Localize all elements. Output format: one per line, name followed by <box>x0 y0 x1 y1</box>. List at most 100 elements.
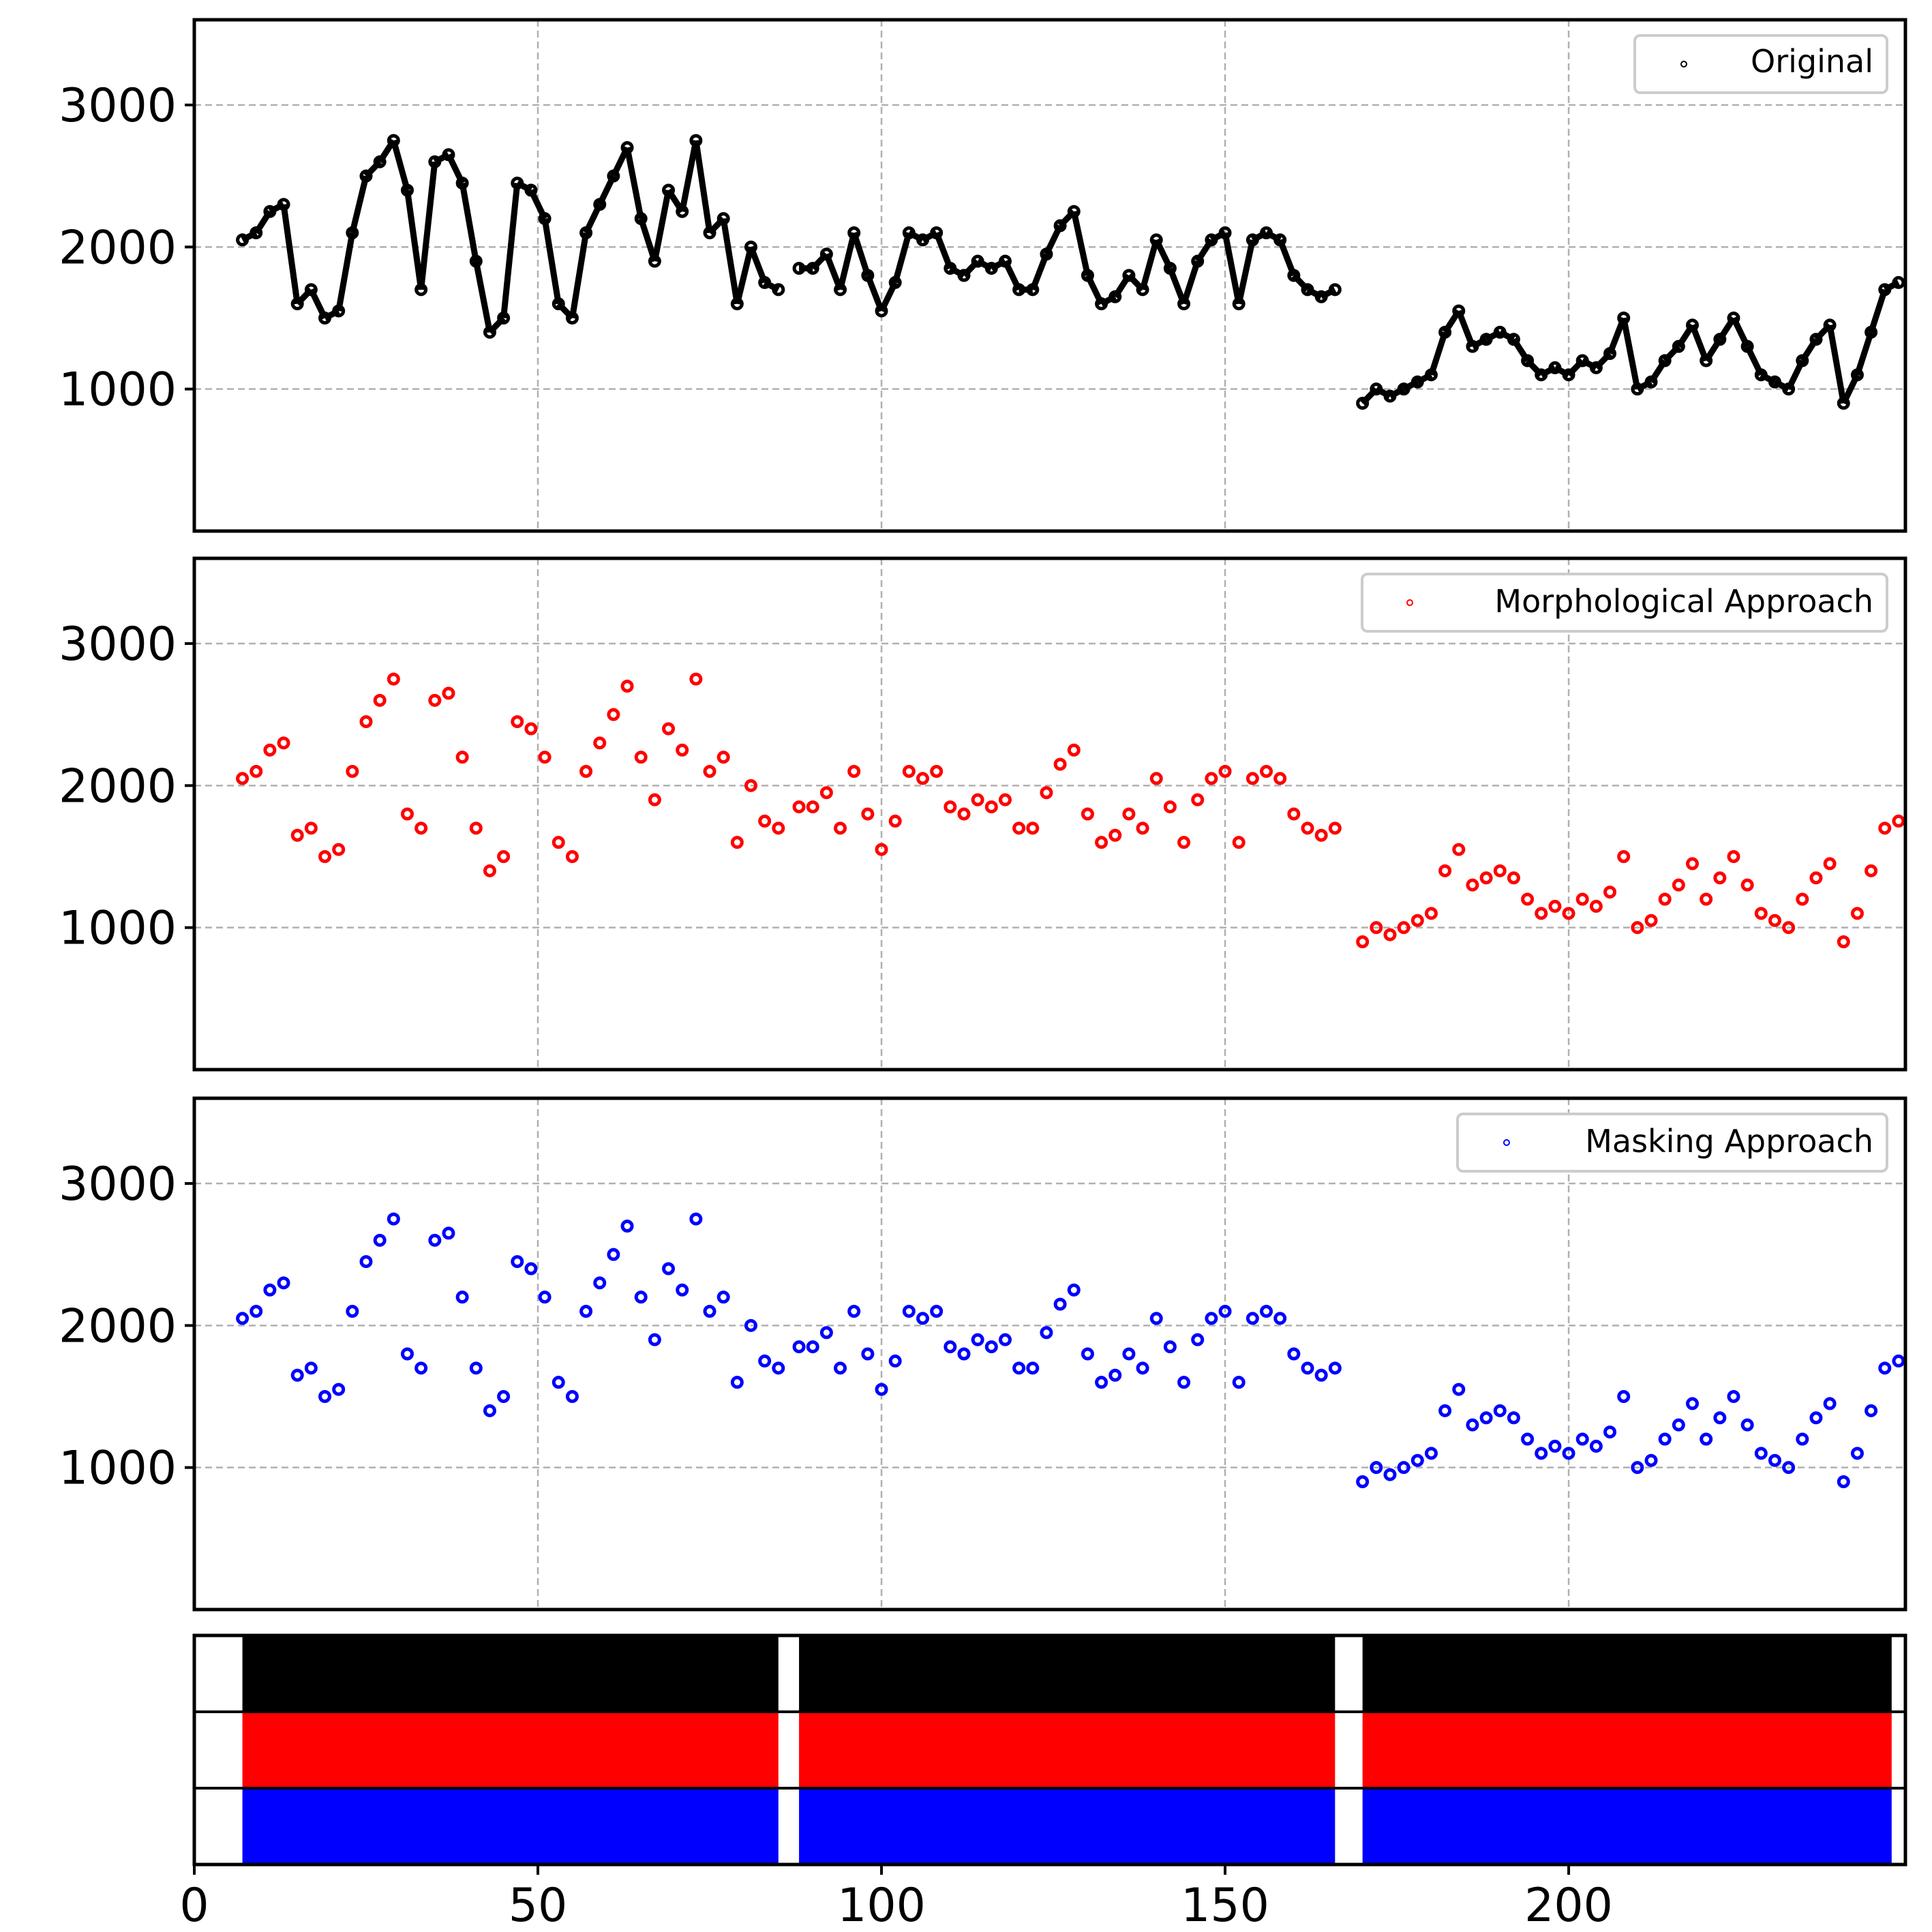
data-point <box>1383 928 1397 941</box>
trace-segment <box>1635 379 1653 392</box>
data-point <box>1740 1418 1754 1432</box>
data-point <box>277 736 290 750</box>
raster-frame <box>192 1633 1907 1867</box>
y-tick-label: 1000 <box>59 1442 177 1496</box>
trace-segment <box>1181 260 1201 305</box>
plot-frame <box>192 18 1907 533</box>
trace-segment <box>748 245 768 284</box>
data-point <box>1397 1461 1410 1475</box>
data-point <box>1562 1447 1575 1460</box>
data-point <box>1672 1418 1685 1432</box>
trace-segment <box>837 232 858 290</box>
data-point <box>744 779 758 792</box>
data-point <box>888 1354 902 1368</box>
trace-segment <box>651 190 671 262</box>
trace-segment <box>583 202 603 235</box>
trace-segment <box>878 281 899 313</box>
event-band <box>799 1788 1335 1865</box>
trace-segment <box>1167 267 1187 305</box>
trace-segment <box>335 232 356 312</box>
raster-rows <box>242 1635 1892 1865</box>
data-point <box>1314 1368 1328 1382</box>
data-point <box>277 1276 290 1290</box>
data-point <box>1122 1347 1136 1361</box>
data-point <box>744 1318 758 1332</box>
trace-segment <box>734 246 754 305</box>
trace-segment <box>1620 317 1641 390</box>
data-point <box>1658 892 1672 906</box>
data-point <box>1081 1347 1094 1361</box>
data-point <box>1768 1453 1781 1467</box>
data-point <box>607 708 620 721</box>
data-point <box>662 722 676 736</box>
trace-segment <box>1511 337 1530 363</box>
trace-segment <box>404 190 425 290</box>
trace-segment <box>1265 230 1282 243</box>
data-point <box>250 1305 263 1318</box>
trace-segment <box>1277 239 1297 277</box>
data-point <box>957 1347 971 1361</box>
data-point <box>1700 892 1713 906</box>
x-tick-label: 200 <box>1524 1879 1613 1932</box>
trace-segment <box>253 209 273 235</box>
data-point <box>1424 1447 1438 1460</box>
data-point <box>1603 886 1617 899</box>
data-point <box>930 765 944 778</box>
x-tick-label: 0 <box>179 1879 209 1932</box>
data-point <box>902 765 916 778</box>
legend-label: Masking Approach <box>1585 1123 1873 1160</box>
data-point <box>1823 857 1837 871</box>
data-point <box>1782 921 1796 935</box>
data-point <box>1493 864 1507 877</box>
data-point <box>483 864 496 877</box>
data-point <box>1878 821 1892 835</box>
data-point <box>1067 743 1081 757</box>
data-point <box>346 765 359 778</box>
trace-segment <box>1139 239 1160 291</box>
x-tick-label: 150 <box>1181 1879 1269 1932</box>
event-band <box>1362 1788 1892 1865</box>
data-point <box>1521 892 1535 906</box>
data-point <box>483 1404 496 1417</box>
data-point <box>662 1262 676 1276</box>
data-point <box>648 1333 661 1346</box>
x-tick-label: 100 <box>837 1879 926 1932</box>
trace-segment <box>1717 316 1736 342</box>
data-point <box>442 686 455 700</box>
data-point <box>1383 1468 1397 1481</box>
y-tick-label: 2000 <box>59 1299 177 1353</box>
data-point <box>1149 1312 1163 1325</box>
data-point <box>1246 1312 1259 1325</box>
data-point <box>1246 772 1259 785</box>
data-point <box>565 850 579 863</box>
plot-frame <box>192 556 1907 1072</box>
data-point <box>1631 921 1644 935</box>
data-point <box>1850 907 1864 920</box>
data-point <box>1754 1447 1768 1460</box>
trace-segment <box>1320 286 1337 300</box>
data-point <box>1892 1354 1905 1368</box>
data-point <box>1644 914 1658 927</box>
data-point <box>469 1361 483 1375</box>
trace-segment <box>948 265 966 278</box>
data-point <box>730 1376 744 1389</box>
data-point <box>1466 878 1479 892</box>
data-point <box>1713 1411 1727 1425</box>
data-point <box>455 1290 469 1304</box>
legend-box <box>1633 34 1888 94</box>
y-tick-label: 2000 <box>59 759 177 813</box>
trace-segment <box>1785 359 1805 391</box>
trace-segment <box>1689 324 1709 362</box>
data-point <box>1095 1376 1108 1389</box>
data-point <box>1644 1453 1658 1467</box>
trace-segment <box>1085 274 1104 305</box>
data-point <box>414 821 428 835</box>
data-point <box>730 836 744 849</box>
data-point <box>304 821 318 835</box>
data-point <box>689 1212 703 1226</box>
trace-segment <box>1841 373 1860 405</box>
data-point <box>414 1361 428 1375</box>
data-point <box>1191 1333 1205 1346</box>
data-point <box>373 1233 387 1247</box>
data-point <box>387 672 400 686</box>
